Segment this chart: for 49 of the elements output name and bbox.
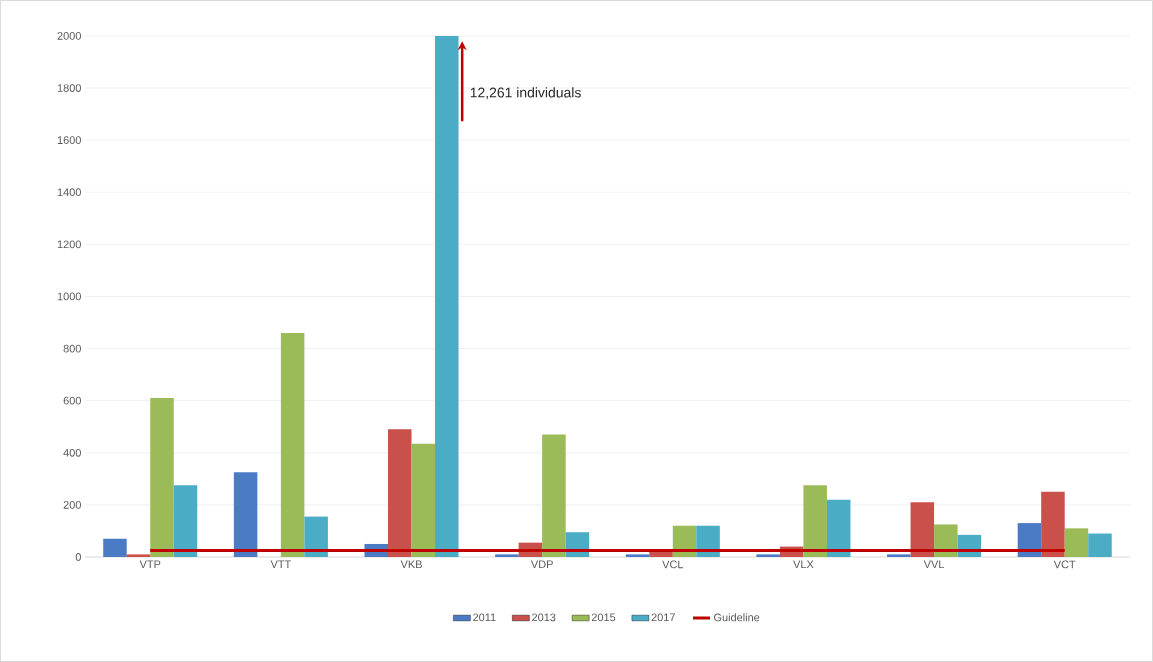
x-tick-label: VDP [530,560,553,569]
y-tick-label: 2000 [57,32,81,40]
bar [233,472,258,558]
legend-label: Guideline [714,613,760,622]
bar [150,398,174,558]
bar [495,554,519,558]
y-tick-label: 600 [63,396,81,405]
y-tick-label: 1000 [57,292,81,301]
bar [103,538,127,558]
y-tick-label: 1400 [57,188,81,197]
x-tick-label: VTT [270,560,291,569]
y-tick-label: 200 [63,501,81,509]
legend-label: 2015 [591,613,616,622]
bar [803,485,827,558]
bar [542,434,566,558]
bar [1041,491,1065,558]
bar [126,554,151,558]
x-tick-label: VVL [923,560,945,569]
bar [435,35,459,558]
bar [934,524,958,558]
bar [756,554,780,558]
y-tick-label: 800 [63,344,81,353]
bar [173,485,198,558]
bar [910,502,935,558]
x-tick-label: VCL [662,560,684,569]
legend-label: 2011 [473,613,496,622]
bar [887,554,911,558]
y-tick-label: 400 [63,448,81,457]
bar [388,429,412,558]
bar [280,332,305,558]
bar [1017,523,1042,558]
bar [1088,533,1112,558]
bar [826,499,851,558]
bar [625,554,650,558]
annotation: 12,261 individuals [470,87,581,100]
bar [304,516,328,558]
x-tick-label: VKB [400,560,422,569]
x-tick-label: VTP [139,560,161,569]
y-tick-label: 1200 [57,240,81,249]
y-tick-label: 0 [75,553,81,561]
x-tick-label: VLX [793,560,814,569]
bar [411,443,436,558]
y-tick-label: 1600 [57,136,81,145]
legend-label: 2013 [532,613,556,622]
legend-label: 2017 [651,613,675,622]
y-tick-label: 1800 [57,84,81,92]
bar [696,525,720,558]
bar [1064,528,1089,558]
x-tick-label: VCT [1053,560,1076,569]
